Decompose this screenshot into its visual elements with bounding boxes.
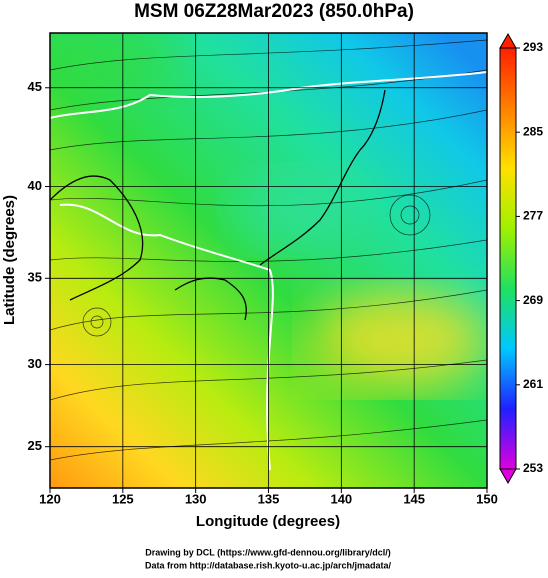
x-tick-label: 125: [112, 491, 134, 506]
colorbar-tick-label: 261: [523, 377, 543, 391]
colorbar-tick-label: 293: [523, 40, 543, 54]
x-tick-label: 120: [39, 491, 61, 506]
chart-title: MSM 06Z28Mar2023 (850.0hPa): [134, 1, 414, 22]
y-tick-label: 35: [28, 270, 42, 285]
colorbar-tick-label: 269: [523, 293, 543, 307]
y-tick-label: 45: [28, 79, 42, 94]
y-tick-label: 25: [28, 438, 42, 453]
x-axis-label: Longitude (degrees): [196, 513, 340, 530]
footer-line: Data from http://database.rish.kyoto-u.a…: [145, 560, 392, 570]
y-tick-label: 30: [28, 356, 42, 371]
colorbar-extend-bottom: [499, 468, 517, 485]
x-tick-label: 140: [330, 491, 352, 506]
x-tick-label: 135: [258, 491, 280, 506]
colorbar-tick-label: 285: [523, 124, 543, 138]
footer-line: Drawing by DCL (https://www.gfd-dennou.o…: [145, 547, 391, 557]
colorbar-tick-label: 277: [523, 209, 543, 223]
y-tick-label: 40: [28, 178, 42, 193]
colorbar-extend-top: [499, 32, 517, 49]
colorbar-tick-label: 253: [523, 461, 543, 475]
x-tick-label: 145: [403, 491, 425, 506]
temperature-field: [50, 33, 487, 488]
colorbar: [499, 47, 517, 470]
x-tick-label: 130: [185, 491, 207, 506]
y-axis-label: Latitude (degrees): [1, 195, 18, 325]
x-tick-label: 150: [476, 491, 498, 506]
